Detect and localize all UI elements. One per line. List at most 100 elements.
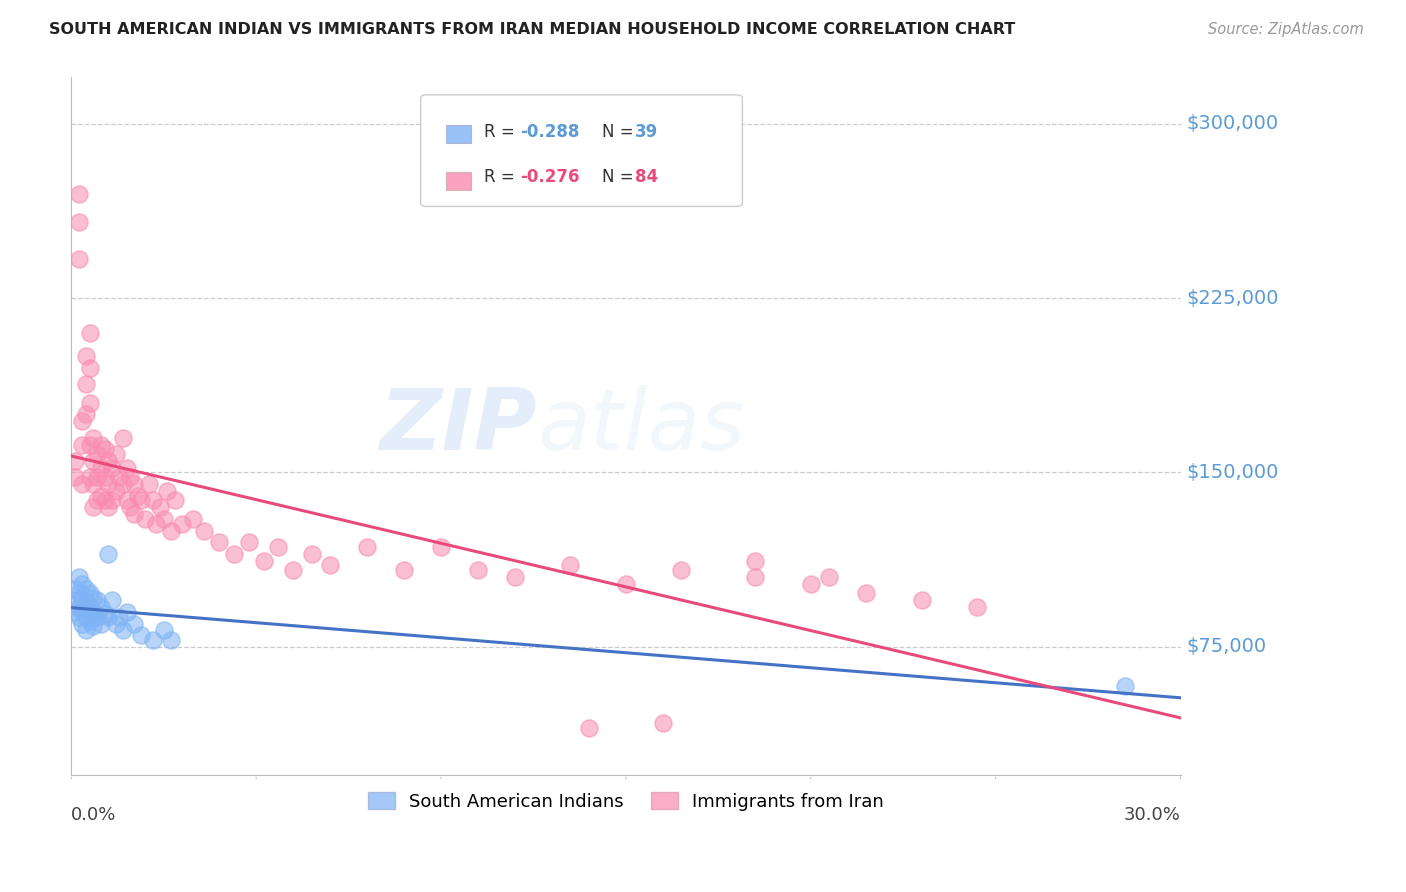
Point (82, 500, 104, 515)
Point (122, 477, 145, 491)
Point (101, 460, 124, 475)
FancyBboxPatch shape (420, 95, 742, 206)
Point (614, 577, 637, 591)
Point (108, 609, 131, 624)
Point (911, 593, 934, 607)
Point (152, 512, 174, 526)
Point (120, 500, 142, 515)
Text: R =: R = (484, 123, 520, 141)
Point (111, 624, 134, 638)
Point (79, 437, 101, 451)
Point (122, 616, 145, 631)
Point (115, 605, 138, 619)
Point (152, 624, 174, 638)
Point (160, 524, 183, 538)
Text: -0.276: -0.276 (520, 168, 581, 186)
Text: -0.288: -0.288 (520, 123, 579, 141)
Point (855, 586, 877, 600)
Point (131, 493, 153, 508)
Point (82, 454, 104, 468)
Point (149, 500, 172, 515)
Text: atlas: atlas (537, 384, 745, 467)
Point (104, 484, 127, 499)
Text: 0.0%: 0.0% (72, 806, 117, 824)
Point (79, 360, 101, 375)
Point (800, 577, 823, 591)
Point (93, 470, 115, 484)
Text: 84: 84 (634, 168, 658, 186)
Point (651, 716, 673, 731)
Point (131, 628, 153, 642)
Point (134, 512, 156, 526)
Text: $75,000: $75,000 (1187, 637, 1267, 657)
Point (90, 489, 112, 503)
Point (63, 454, 86, 468)
Text: N =: N = (602, 168, 638, 186)
Text: $150,000: $150,000 (1187, 463, 1278, 482)
Point (72, 414, 94, 428)
Point (82, 477, 104, 491)
Point (79, 326, 101, 340)
Point (97, 547, 120, 561)
Point (467, 563, 489, 577)
Point (72, 616, 94, 631)
Point (67, 570, 90, 584)
Text: 30.0%: 30.0% (1123, 806, 1181, 824)
Point (93, 442, 115, 457)
Point (818, 570, 841, 584)
Point (82, 605, 104, 619)
Point (193, 524, 215, 538)
Point (72, 591, 94, 605)
Text: $225,000: $225,000 (1187, 289, 1278, 308)
Point (111, 431, 134, 445)
Point (744, 570, 766, 584)
Point (93, 607, 115, 622)
Point (86, 593, 108, 607)
Text: ZIP: ZIP (380, 384, 537, 467)
Point (75, 377, 97, 392)
Point (72, 437, 94, 451)
Point (97, 477, 120, 491)
Point (67, 586, 90, 600)
Point (111, 477, 134, 491)
Text: $300,000: $300,000 (1187, 114, 1278, 134)
Point (503, 570, 526, 584)
Point (75, 349, 97, 363)
Point (430, 540, 453, 554)
Point (86, 493, 108, 508)
Point (63, 593, 86, 607)
Point (744, 554, 766, 568)
Point (145, 516, 167, 531)
Point (966, 600, 988, 615)
Point (142, 632, 165, 647)
Point (93, 493, 115, 508)
Point (252, 554, 274, 568)
FancyBboxPatch shape (446, 125, 471, 144)
Point (79, 586, 101, 600)
Point (156, 484, 179, 499)
Point (560, 558, 582, 573)
Text: SOUTH AMERICAN INDIAN VS IMMIGRANTS FROM IRAN MEDIAN HOUSEHOLD INCOME CORRELATIO: SOUTH AMERICAN INDIAN VS IMMIGRANTS FROM… (49, 22, 1015, 37)
Point (67, 186, 90, 201)
Point (208, 535, 231, 549)
Point (127, 489, 149, 503)
Point (160, 632, 183, 647)
Point (67, 609, 90, 624)
Point (120, 470, 142, 484)
Point (79, 600, 101, 615)
Point (90, 460, 112, 475)
Point (138, 477, 160, 491)
Point (172, 516, 194, 531)
Point (72, 577, 94, 591)
Point (75, 408, 97, 422)
Point (222, 547, 245, 561)
Point (115, 460, 138, 475)
Point (79, 614, 101, 628)
Point (75, 624, 97, 638)
Point (97, 500, 120, 515)
Point (63, 470, 86, 484)
Point (63, 605, 86, 619)
Point (86, 470, 108, 484)
Point (104, 447, 127, 461)
Point (578, 721, 600, 735)
